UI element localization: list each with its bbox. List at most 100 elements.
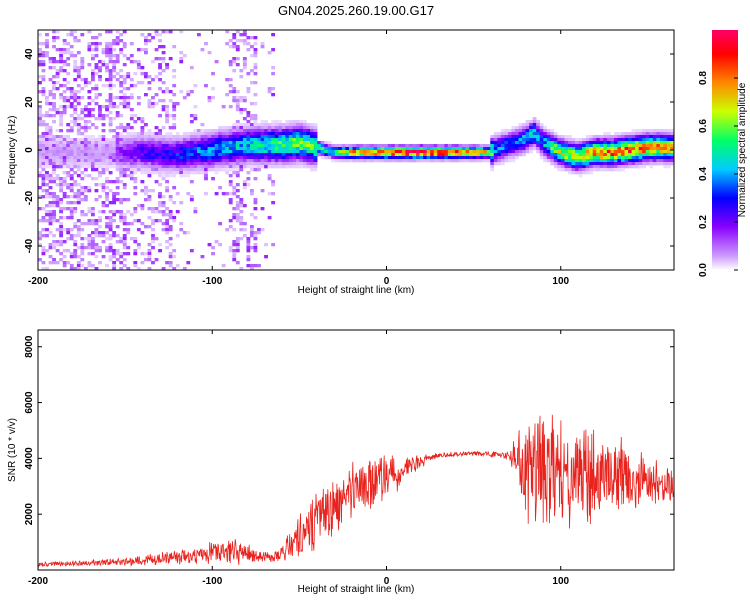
spectrogram-cell bbox=[246, 162, 251, 166]
spectrogram-cell bbox=[260, 156, 265, 160]
spectrogram-cell bbox=[585, 162, 590, 166]
spectrogram-cell bbox=[221, 156, 226, 160]
spectrogram-cell bbox=[613, 138, 618, 142]
spectrogram-cell bbox=[214, 156, 219, 160]
spectrogram-cell bbox=[235, 171, 240, 175]
spectrogram-cell bbox=[356, 153, 360, 157]
spectrogram-cell bbox=[83, 195, 88, 199]
spectrogram-cell bbox=[94, 246, 99, 250]
spectrogram-cell bbox=[119, 69, 124, 73]
spectrogram-cell bbox=[578, 141, 583, 145]
spectrogram-cell bbox=[398, 144, 403, 148]
spectrogram-cell bbox=[638, 138, 643, 142]
spectrogram-cell bbox=[38, 90, 42, 94]
spectrogram-cell bbox=[257, 144, 261, 148]
spectrogram-cell bbox=[341, 159, 346, 163]
spectrogram-cell bbox=[518, 153, 523, 157]
spectrogram-cell bbox=[83, 138, 88, 142]
spectrogram-cell bbox=[327, 156, 332, 160]
snr-background bbox=[38, 330, 674, 570]
spectrogram-cell bbox=[666, 147, 671, 151]
spectrogram-cell bbox=[98, 60, 102, 64]
spectrogram-cell bbox=[168, 138, 173, 142]
spectrogram-cell bbox=[122, 141, 127, 145]
spectrogram-cell bbox=[652, 132, 657, 136]
spectrogram-cell bbox=[108, 99, 113, 103]
spectrogram-cell bbox=[69, 90, 74, 94]
spectrogram-cell bbox=[228, 84, 233, 88]
spectrogram-cell bbox=[515, 147, 519, 151]
spectrogram-cell bbox=[52, 60, 56, 64]
spectrogram-cell bbox=[115, 156, 120, 160]
spectrogram-cell bbox=[98, 162, 102, 166]
spectrogram-cell bbox=[45, 183, 49, 187]
spectrogram-cell bbox=[172, 114, 177, 118]
spectrogram-cell bbox=[536, 126, 541, 130]
spectrogram-cell bbox=[73, 60, 78, 64]
spectrogram-cell bbox=[568, 159, 572, 163]
spectrogram-cell bbox=[239, 39, 244, 43]
spectrogram-cell bbox=[462, 153, 466, 157]
spectrogram-cell bbox=[299, 132, 304, 136]
spectrogram-cell bbox=[91, 222, 95, 226]
spectrogram-cell bbox=[218, 135, 223, 139]
spectrogram-cell bbox=[515, 144, 519, 148]
spectrogram-cell bbox=[66, 147, 71, 151]
spectrogram-cell bbox=[613, 147, 618, 151]
spectrogram-cell bbox=[69, 183, 74, 187]
spectrogram-cell bbox=[108, 72, 113, 76]
spectrogram-cell bbox=[136, 150, 141, 154]
spectrogram-cell bbox=[232, 192, 237, 196]
spectrogram-cell bbox=[525, 138, 530, 142]
spectrogram-cell bbox=[645, 156, 650, 160]
spectrogram-cell bbox=[239, 210, 244, 214]
spectrogram-cell bbox=[239, 33, 244, 37]
spectrogram-cell bbox=[87, 63, 92, 67]
spectrogram-cell bbox=[126, 132, 131, 136]
spectrogram-cell bbox=[94, 153, 99, 157]
spectrogram-cell bbox=[204, 138, 208, 142]
spectrogram-cell bbox=[105, 51, 109, 55]
spectrogram-cell bbox=[324, 153, 329, 157]
spectrogram-cell bbox=[87, 219, 92, 223]
spectrogram-cell bbox=[257, 165, 261, 169]
spectrogram-cell bbox=[232, 207, 237, 211]
spectrogram-cell bbox=[267, 144, 272, 148]
spectrogram-cell bbox=[38, 105, 42, 109]
spectrogram-cell bbox=[613, 168, 618, 172]
spectrogram-cell bbox=[52, 177, 56, 181]
spectrogram-cell bbox=[582, 162, 586, 166]
spectrogram-cell bbox=[151, 36, 155, 40]
spectrogram-cell bbox=[515, 150, 519, 154]
spectrogram-cell bbox=[52, 147, 56, 151]
spectrogram-cell bbox=[105, 54, 109, 58]
spectrogram-cell bbox=[631, 138, 636, 142]
spectrogram-cell bbox=[497, 135, 502, 139]
spectrogram-cell bbox=[80, 264, 85, 268]
spectrogram-cell bbox=[193, 156, 198, 160]
spectrogram-cell bbox=[62, 156, 67, 160]
spectrogram-cell bbox=[642, 156, 647, 160]
spectrogram-cell bbox=[331, 150, 336, 154]
spectrogram-cell bbox=[578, 162, 583, 166]
snr-ylabel: SNR (10 * v/v) bbox=[7, 418, 18, 482]
spectrogram-cell bbox=[126, 144, 131, 148]
spectrogram-cell bbox=[122, 168, 127, 172]
spectrogram-cell bbox=[260, 165, 265, 169]
spectrogram-cell bbox=[189, 156, 194, 160]
spectrogram-cell bbox=[621, 153, 625, 157]
spectrogram-cell bbox=[91, 231, 95, 235]
spectrogram-cell bbox=[129, 126, 134, 130]
spectrogram-cell bbox=[264, 165, 268, 169]
spectrogram-cell bbox=[48, 177, 53, 181]
spectrogram-cell bbox=[624, 141, 629, 145]
spectrogram-cell bbox=[472, 156, 477, 160]
spectrogram-cell bbox=[112, 66, 117, 70]
spectrogram-cell bbox=[154, 210, 159, 214]
spectrogram-cell bbox=[122, 135, 127, 139]
spectrogram-cell bbox=[48, 126, 53, 130]
spectrogram-cell bbox=[649, 165, 654, 169]
spectrogram-cell bbox=[348, 150, 353, 154]
spectrogram-cell bbox=[250, 135, 254, 139]
spectrogram-cell bbox=[553, 141, 558, 145]
